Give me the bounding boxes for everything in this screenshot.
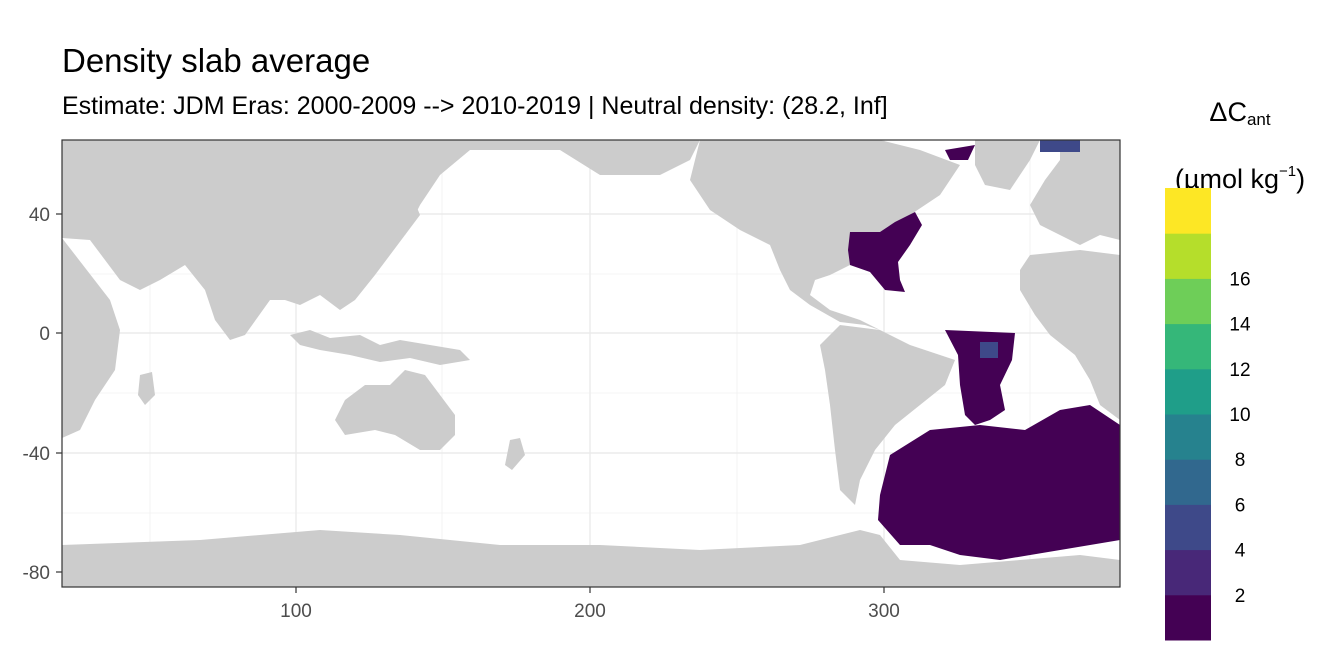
x-tick-label: 300 <box>868 601 900 622</box>
legend-tick-label: 16 <box>1229 269 1250 290</box>
legend-tick-label: 8 <box>1235 450 1246 471</box>
legend-color-step <box>1165 369 1211 415</box>
y-tick-label: -80 <box>23 563 50 584</box>
y-tick-label: 40 <box>29 205 50 226</box>
legend-color-step <box>1165 550 1211 596</box>
region-arctic-patch <box>1040 140 1080 152</box>
y-tick-labels: 40 0 -40 -80 <box>23 205 50 584</box>
legend-color-step <box>1165 414 1211 460</box>
y-tick-label: -40 <box>23 444 50 465</box>
legend-tick-label: 2 <box>1235 586 1246 607</box>
legend-tick-label: 10 <box>1229 405 1250 426</box>
region-highlight-patch <box>980 342 998 358</box>
legend-tick-labels: 2 4 6 8 10 12 14 16 <box>1229 269 1251 606</box>
legend-color-step <box>1165 324 1211 370</box>
y-tick-label: 0 <box>39 324 50 345</box>
x-tick-label: 100 <box>280 601 312 622</box>
legend-color-step <box>1165 278 1211 324</box>
x-tick-labels: 100 200 300 <box>280 601 900 622</box>
legend-tick-label: 4 <box>1235 541 1246 562</box>
legend-tick-label: 14 <box>1229 315 1251 336</box>
legend-tick-label: 6 <box>1235 495 1246 516</box>
legend-color-step <box>1165 459 1211 505</box>
legend-color-step <box>1165 595 1211 641</box>
legend-color-step <box>1165 504 1211 550</box>
legend-color-step <box>1165 188 1211 234</box>
x-tick-label: 200 <box>574 601 606 622</box>
legend-colorbar <box>1165 188 1211 641</box>
legend-tick-label: 12 <box>1229 360 1250 381</box>
legend-color-step <box>1165 233 1211 279</box>
